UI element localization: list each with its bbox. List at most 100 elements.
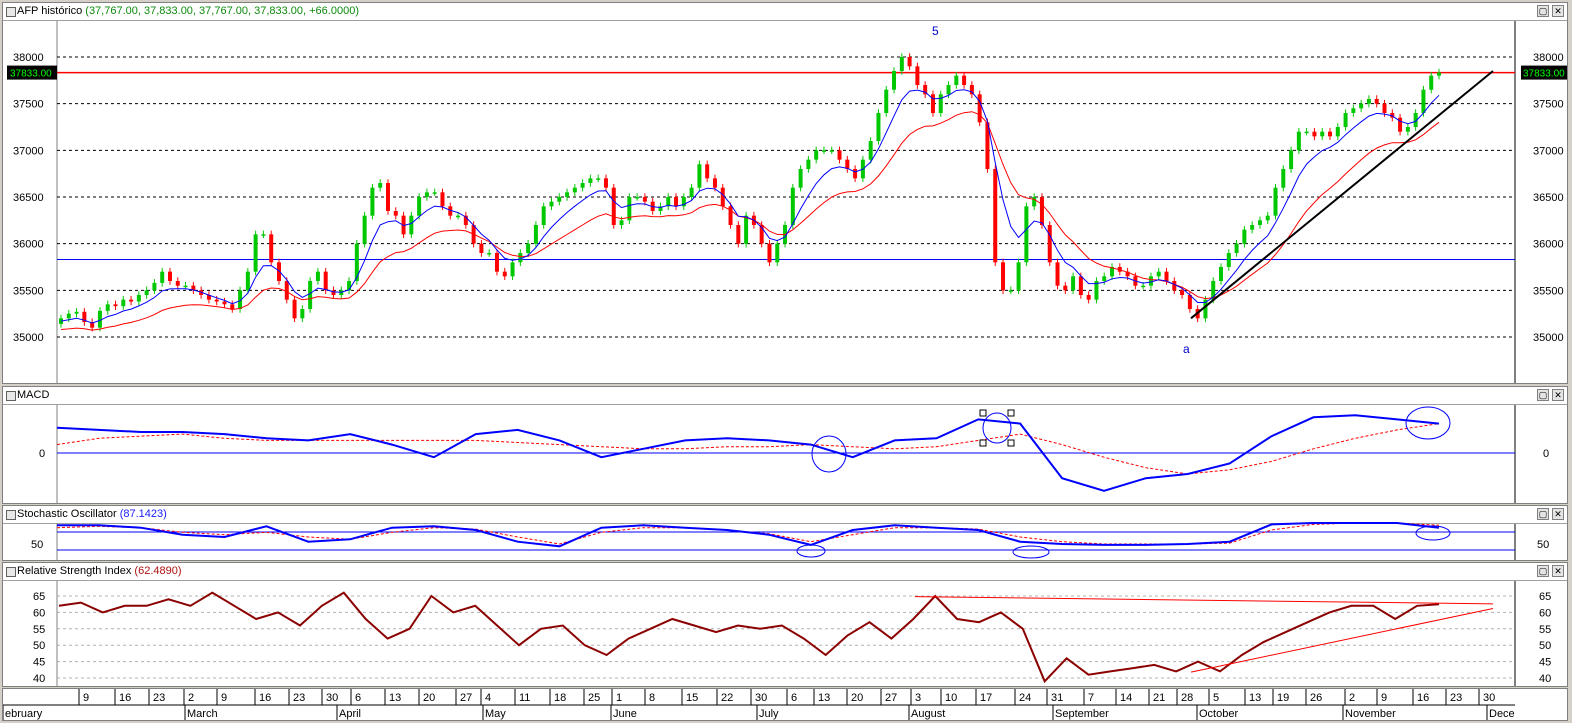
rsi-support-trendline [1190, 607, 1494, 673]
candle-body [1156, 271, 1161, 277]
close-button[interactable]: ✕ [1552, 389, 1564, 401]
candle-body [424, 192, 429, 197]
y-tick-label-right: 40 [1539, 673, 1551, 685]
maximize-button[interactable]: ▢ [1537, 565, 1549, 577]
highlight-circle [1415, 525, 1451, 541]
highlight-circle [1012, 545, 1050, 559]
y-tick-label-left: 37500 [13, 99, 44, 111]
y-tick-label-right: 37000 [1533, 145, 1564, 157]
maximize-button[interactable]: ▢ [1537, 5, 1549, 17]
candle-body [1226, 253, 1231, 267]
candle-body [463, 215, 468, 225]
selection-handle [979, 409, 987, 417]
y-tick-label-left: 0 [39, 448, 45, 460]
candle-body [549, 201, 554, 207]
close-button[interactable]: ✕ [1552, 565, 1564, 577]
candle-body [603, 178, 608, 188]
stochastic-k-line [57, 522, 1440, 548]
candle-body [1421, 89, 1426, 113]
y-tick-label-left: 36000 [13, 239, 44, 251]
candle-body [775, 243, 780, 263]
month-tick-label: Dece [1489, 708, 1515, 720]
month-tick-label: October [1199, 708, 1238, 720]
chart-icon [6, 7, 16, 17]
candle-body [930, 94, 935, 113]
candle-body [572, 187, 577, 193]
candle-body [448, 206, 453, 216]
maximize-button[interactable]: ▢ [1537, 508, 1549, 520]
candle-body [938, 94, 943, 113]
day-tick-label: 16 [119, 692, 131, 704]
y-tick-label-right: 36000 [1533, 239, 1564, 251]
close-button[interactable]: ✕ [1552, 508, 1564, 520]
candle-body [1047, 225, 1052, 263]
candle-body [284, 281, 289, 300]
candle-body [728, 206, 733, 225]
wave-label-a: a [1183, 342, 1190, 356]
candle-body [666, 197, 671, 207]
candle-body [892, 71, 897, 90]
fast-moving-average [60, 89, 1440, 324]
candle-body [635, 197, 640, 199]
maximize-button[interactable]: ▢ [1537, 389, 1549, 401]
time-axis: 9 16 23 2 9 16 23 30 6 13 20 27 4 11 18 25 1 8 15 22 30 6 13 20… [2, 688, 1568, 721]
candle-body [269, 234, 274, 263]
candle-body [557, 197, 562, 202]
stochastic-value: (87.1423) [119, 508, 167, 520]
uptrend-line [1190, 70, 1494, 320]
day-tick-label: 6 [355, 692, 361, 704]
candle-body [611, 187, 616, 225]
y-tick-label-right: 38000 [1533, 52, 1564, 64]
rsi-line [58, 591, 1440, 684]
candle-body [160, 271, 165, 283]
day-tick-label: 9 [221, 692, 227, 704]
candle-body [821, 150, 826, 152]
wave-label-5: 5 [932, 24, 939, 38]
y-tick-label-right: 35000 [1533, 332, 1564, 344]
candle-body [206, 295, 211, 300]
candle-body [417, 197, 422, 216]
candle-body [1008, 290, 1013, 292]
y-tick-label-left: 40 [33, 673, 45, 685]
highlight-circle [796, 544, 826, 558]
candle-body [222, 301, 227, 305]
candle-body [494, 253, 499, 272]
last-price-label-left: 37833.00 [10, 69, 52, 80]
day-tick-label: 24 [1019, 692, 1031, 704]
candle-body [276, 262, 281, 281]
candle-body [1001, 262, 1006, 291]
candle-body [1071, 276, 1076, 291]
y-tick-label-left: 35500 [13, 285, 44, 297]
price-chart-title: AFP histórico [17, 5, 83, 17]
candle-body [627, 197, 632, 221]
y-tick-label-right: 60 [1539, 607, 1551, 619]
price-chart: 38000 38000 37500 37500 37000 37000 36500 36500… [7, 21, 1567, 383]
candle-body [385, 183, 390, 211]
y-tick-label-right: 45 [1539, 657, 1551, 669]
candle-body [736, 225, 741, 244]
candle-body [479, 243, 484, 253]
candle-body [658, 206, 663, 211]
candle-body [1086, 295, 1091, 300]
day-tick-label: 22 [721, 692, 733, 704]
candle-body [136, 295, 141, 302]
price-chart-subtitle: (37,767.00, 37,833.00, 37,767.00, 37,833… [85, 5, 359, 17]
candle-body [884, 89, 889, 113]
candle-body [596, 178, 601, 180]
y-tick-label-right: 35500 [1533, 285, 1564, 297]
day-tick-label: 10 [945, 692, 957, 704]
candle-body [456, 215, 461, 218]
macd-line [56, 414, 1440, 492]
candle-body [370, 187, 375, 216]
stochastic-pane-title-bar: Stochastic Oscillator (87.1423) [3, 506, 1567, 524]
day-tick-label: 23 [293, 692, 305, 704]
chart-icon [6, 567, 16, 577]
day-tick-label: 16 [1417, 692, 1429, 704]
candle-body [526, 243, 531, 253]
candle-body [97, 310, 102, 328]
candle-body [829, 150, 834, 152]
y-tick-label-right: 37500 [1533, 99, 1564, 111]
close-button[interactable]: ✕ [1552, 5, 1564, 17]
highlight-circle [982, 412, 1012, 444]
candle-body [962, 75, 967, 85]
